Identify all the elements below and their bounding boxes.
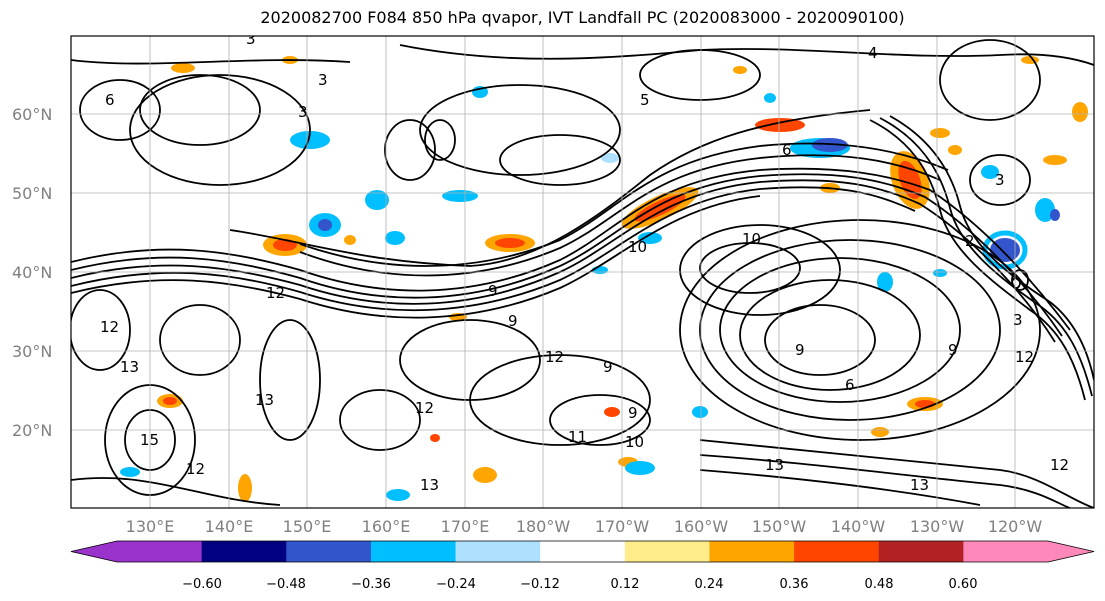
colorbar-tick-label: −0.36 [351, 577, 391, 592]
contour-label: 3 [318, 71, 328, 89]
contour-label: 11 [568, 428, 587, 446]
lat-label-30n: 30°N [12, 342, 52, 361]
colorbar-swatch [370, 541, 457, 562]
colorbar-tick-labels: −0.60 −0.48 −0.36 −0.24 −0.12 0.12 0.24 … [182, 577, 977, 592]
colorbar-outline [70, 540, 1095, 563]
lon-label: 150°E [283, 517, 332, 536]
contour-label: 6 [782, 141, 792, 159]
colorbar-tick-label: −0.48 [266, 577, 306, 592]
contour-label: 6 [845, 376, 855, 394]
contour-label: 6 [105, 91, 115, 109]
contour-label: 13 [255, 391, 274, 409]
contour-label: 15 [140, 431, 159, 449]
contour-label: 9 [948, 341, 958, 359]
contour-label: 12 [100, 318, 119, 336]
contour-label: 12 [266, 284, 285, 302]
colorbar-tick-label: 0.36 [780, 577, 809, 592]
colorbar-tick-label: 0.48 [865, 577, 894, 592]
lon-label: 130°E [126, 517, 175, 536]
map-frame [70, 35, 1095, 509]
contour-label: 12 [1050, 456, 1069, 474]
lon-label: 150°W [752, 517, 807, 536]
colorbar-swatch [201, 541, 287, 562]
colorbar-swatch [455, 541, 541, 562]
contour-label: 9 [628, 404, 638, 422]
longitude-labels: 130°E 140°E 150°E 160°E 170°E 180°W 170°… [126, 517, 1043, 536]
contour-label: 3 [1013, 311, 1023, 329]
colorbar-swatch [878, 541, 964, 562]
lon-label: 180°W [516, 517, 571, 536]
lon-label: 120°W [988, 517, 1043, 536]
colorbar [70, 540, 1095, 563]
contour-labels: 3 3 5 3 6 9 9 12 10 10 12 12 13 13 15 12… [100, 30, 1069, 494]
colorbar-swatch [794, 541, 880, 562]
contour-label: 9 [603, 358, 613, 376]
contour-label: 12 [186, 460, 205, 478]
contour-label: 13 [420, 476, 439, 494]
contour-label: 4 [868, 44, 878, 62]
contour-label: 2 [965, 232, 975, 250]
colorbar-tick-label: −0.24 [436, 577, 476, 592]
lat-label-60n: 60°N [12, 105, 52, 124]
colorbar-extend-max [1048, 541, 1094, 562]
colorbar-swatch [624, 541, 710, 562]
colorbar-tick-label: 0.24 [695, 577, 724, 592]
lon-label: 160°E [362, 517, 411, 536]
contour-layer [71, 39, 1094, 508]
map-title: 2020082700 F084 850 hPa qvapor, IVT Land… [260, 8, 905, 27]
contour-label: 9 [488, 282, 498, 300]
lat-label-20n: 20°N [12, 421, 52, 440]
colorbar-swatch [963, 541, 1049, 562]
lon-label: 140°W [831, 517, 886, 536]
lon-label: 170°W [595, 517, 650, 536]
colorbar-swatch [709, 541, 795, 562]
colorbar-tick-label: −0.12 [520, 577, 560, 592]
contour-label: 3 [246, 30, 256, 48]
contour-label: 10 [625, 433, 644, 451]
contour-label: 9 [795, 341, 805, 359]
colorbar-tick-label: 0.60 [949, 577, 978, 592]
contour-label: 12 [545, 348, 564, 366]
latitude-labels: 60°N 50°N 40°N 30°N 20°N [12, 105, 52, 440]
lon-label: 140°E [205, 517, 254, 536]
shading-layer [120, 56, 1088, 502]
colorbar-tick-label: 0.12 [611, 577, 640, 592]
contour-label: 10 [628, 238, 647, 256]
contour-label: 3 [298, 103, 308, 121]
lon-label: 130°W [910, 517, 965, 536]
contour-label: 13 [910, 476, 929, 494]
contour-label: 13 [120, 358, 139, 376]
contour-label: 12 [1015, 348, 1034, 366]
contour-label: 12 [415, 399, 434, 417]
contour-label: 9 [508, 312, 518, 330]
colorbar-swatch [286, 541, 372, 562]
contour-label: 10 [742, 230, 761, 248]
colorbar-swatch [117, 541, 203, 562]
lat-label-40n: 40°N [12, 263, 52, 282]
lon-label: 170°E [441, 517, 490, 536]
contour-label: 13 [765, 456, 784, 474]
colorbar-tick-label: −0.60 [182, 577, 222, 592]
graticule [71, 36, 1094, 508]
colorbar-swatch [540, 541, 626, 562]
lat-label-50n: 50°N [12, 184, 52, 203]
colorbar-extend-min [71, 541, 117, 562]
contour-label: 5 [640, 91, 650, 109]
contour-label: 3 [995, 171, 1005, 189]
lon-label: 160°W [674, 517, 729, 536]
